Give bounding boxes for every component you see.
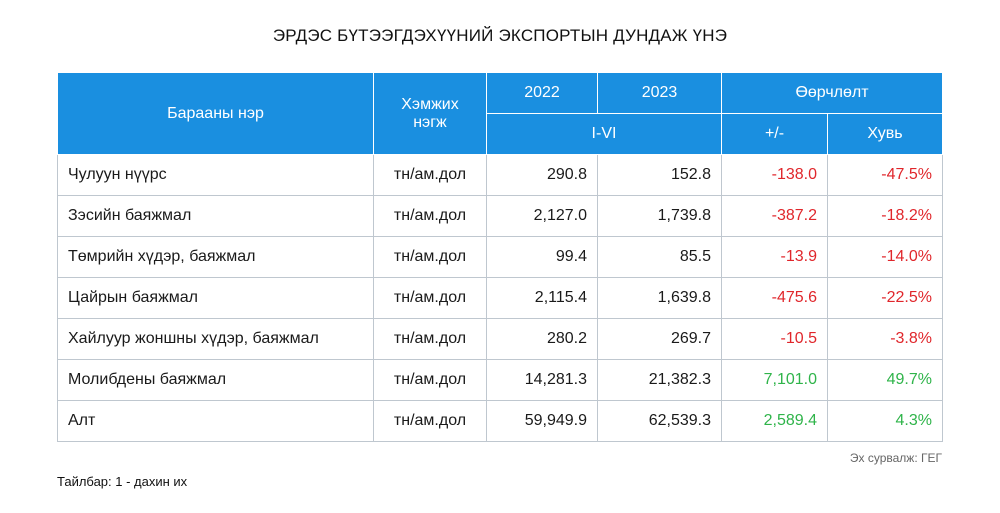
unit-cell: тн/ам.дол bbox=[373, 236, 487, 278]
product-name: Чулуун нүүрс bbox=[57, 154, 374, 196]
unit-cell: тн/ам.дол bbox=[373, 400, 487, 442]
value-2023: 85.5 bbox=[597, 236, 722, 278]
change-percent: -18.2% bbox=[827, 195, 943, 237]
column-header-2023: 2023 bbox=[597, 72, 722, 114]
unit-header-line1: Хэмжих bbox=[401, 95, 459, 113]
footnote: Тайлбар: 1 - дахин их bbox=[57, 474, 188, 489]
value-2023: 21,382.3 bbox=[597, 359, 722, 401]
product-name: Цайрын баяжмал bbox=[57, 277, 374, 319]
table-row: Зэсийн баяжмал тн/ам.дол 2,127.0 1,739.8… bbox=[57, 195, 943, 237]
unit-cell: тн/ам.дол bbox=[373, 359, 487, 401]
change-percent: -22.5% bbox=[827, 277, 943, 319]
change-diff: 7,101.0 bbox=[721, 359, 828, 401]
unit-header-line2: нэгж bbox=[413, 113, 447, 131]
value-2022: 59,949.9 bbox=[486, 400, 598, 442]
product-name: Зэсийн баяжмал bbox=[57, 195, 374, 237]
column-header-period: I-VI bbox=[486, 113, 722, 155]
column-header-2022: 2022 bbox=[486, 72, 598, 114]
change-percent: -47.5% bbox=[827, 154, 943, 196]
product-name: Хайлуур жоншны хүдэр, баяжмал bbox=[57, 318, 374, 360]
unit-cell: тн/ам.дол bbox=[373, 154, 487, 196]
value-2022: 2,115.4 bbox=[486, 277, 598, 319]
change-diff: -13.9 bbox=[721, 236, 828, 278]
change-percent: -3.8% bbox=[827, 318, 943, 360]
table-row: Алт тн/ам.дол 59,949.9 62,539.3 2,589.4 … bbox=[57, 400, 943, 442]
unit-cell: тн/ам.дол bbox=[373, 195, 487, 237]
change-diff: -387.2 bbox=[721, 195, 828, 237]
change-diff: 2,589.4 bbox=[721, 400, 828, 442]
table-row: Чулуун нүүрс тн/ам.дол 290.8 152.8 -138.… bbox=[57, 154, 943, 196]
change-percent: -14.0% bbox=[827, 236, 943, 278]
unit-cell: тн/ам.дол bbox=[373, 318, 487, 360]
value-2023: 1,739.8 bbox=[597, 195, 722, 237]
change-diff: -138.0 bbox=[721, 154, 828, 196]
source-note: Эх сурвалж: ГЕГ bbox=[849, 451, 942, 465]
value-2022: 99.4 bbox=[486, 236, 598, 278]
table-title: ЭРДЭС БҮТЭЭГДЭХҮҮНИЙ ЭКСПОРТЫН ДУНДАЖ ҮН… bbox=[272, 26, 728, 45]
product-name: Төмрийн хүдэр, баяжмал bbox=[57, 236, 374, 278]
column-header-name: Барааны нэр bbox=[57, 72, 374, 155]
table-row: Төмрийн хүдэр, баяжмал тн/ам.дол 99.4 85… bbox=[57, 236, 943, 278]
value-2022: 2,127.0 bbox=[486, 195, 598, 237]
product-name: Молибдены баяжмал bbox=[57, 359, 374, 401]
change-diff: -10.5 bbox=[721, 318, 828, 360]
export-price-table: Барааны нэр Хэмжих нэгж 2022 2023 Өөрчлө… bbox=[57, 72, 943, 442]
value-2023: 1,639.8 bbox=[597, 277, 722, 319]
unit-cell: тн/ам.дол bbox=[373, 277, 487, 319]
value-2022: 14,281.3 bbox=[486, 359, 598, 401]
value-2023: 62,539.3 bbox=[597, 400, 722, 442]
value-2023: 152.8 bbox=[597, 154, 722, 196]
product-name: Алт bbox=[57, 400, 374, 442]
value-2022: 290.8 bbox=[486, 154, 598, 196]
change-percent: 4.3% bbox=[827, 400, 943, 442]
value-2023: 269.7 bbox=[597, 318, 722, 360]
table-row: Хайлуур жоншны хүдэр, баяжмал тн/ам.дол … bbox=[57, 318, 943, 360]
change-diff: -475.6 bbox=[721, 277, 828, 319]
column-header-diff: +/- bbox=[721, 113, 828, 155]
column-header-change: Өөрчлөлт bbox=[721, 72, 943, 114]
value-2022: 280.2 bbox=[486, 318, 598, 360]
column-header-share: Хувь bbox=[827, 113, 943, 155]
table-row: Молибдены баяжмал тн/ам.дол 14,281.3 21,… bbox=[57, 359, 943, 401]
change-percent: 49.7% bbox=[827, 359, 943, 401]
table-row: Цайрын баяжмал тн/ам.дол 2,115.4 1,639.8… bbox=[57, 277, 943, 319]
column-header-unit: Хэмжих нэгж bbox=[373, 72, 487, 155]
